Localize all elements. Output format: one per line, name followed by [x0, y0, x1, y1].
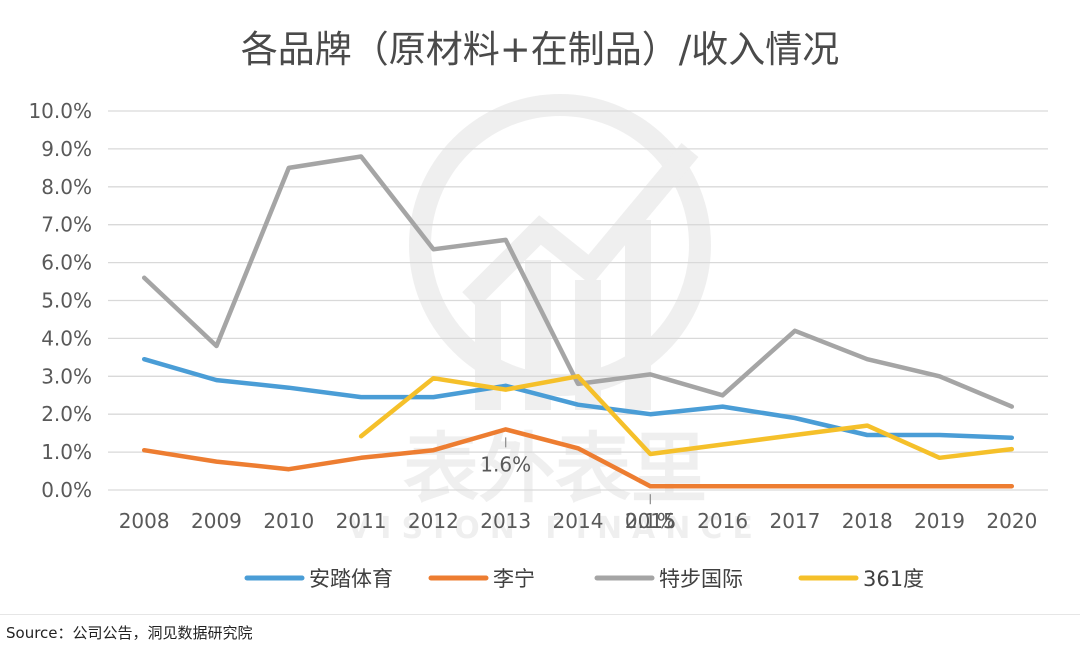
series-layer	[141, 154, 1015, 489]
x-tick-label: 2015	[625, 509, 676, 533]
legend-label: 安踏体育	[309, 567, 393, 591]
x-tick-label: 2014	[553, 509, 604, 533]
x-tick-label: 2008	[119, 509, 170, 533]
y-tick-label: 9.0%	[41, 137, 92, 161]
legend: 安踏体育 李宁 特步国际 361度	[244, 567, 924, 591]
x-tick-label: 2016	[697, 509, 748, 533]
y-tick-label: 5.0%	[41, 289, 92, 313]
legend-item: 李宁	[428, 567, 535, 591]
watermark-en: VISION FINANCE	[347, 511, 763, 546]
legend-item: 特步国际	[594, 567, 743, 591]
series-0	[141, 356, 1015, 440]
annotation-label: 0.1%	[625, 509, 676, 533]
chart-title: 各品牌（原材料+在制品）/收入情况	[241, 28, 839, 71]
source-note: Source：公司公告，洞见数据研究院	[6, 624, 253, 642]
x-tick-label: 2013	[480, 509, 531, 533]
x-tick-label: 2010	[263, 509, 314, 533]
divider	[0, 614, 1080, 615]
x-tick-label: 2009	[191, 509, 242, 533]
x-axis: 2008 2009 2010 2011 2012 2013 2014 2015 2016 2017…	[119, 509, 1038, 533]
x-tick-label: 2019	[914, 509, 965, 533]
y-axis: 0.0% 1.0% 2.0% 3.0% 4.0% 5.0% 6.0% 7.0% 8.0% 9.0%…	[28, 99, 92, 502]
y-tick-label: 1.0%	[41, 440, 92, 464]
line-chart: 表外表里 VISION FINANCE 各品牌（原材料+在制品）/收入情况 0.…	[28, 28, 1048, 591]
x-tick-label: 2011	[336, 509, 387, 533]
grid	[108, 110, 1048, 491]
y-tick-label: 2.0%	[41, 402, 92, 426]
legend-label: 特步国际	[659, 567, 743, 591]
x-tick-label: 2020	[986, 509, 1037, 533]
y-tick-label: 6.0%	[41, 251, 92, 275]
y-tick-label: 10.0%	[28, 99, 92, 123]
watermark-logo	[409, 94, 711, 410]
series-3	[358, 374, 1015, 461]
legend-item: 361度	[798, 567, 924, 591]
y-tick-label: 4.0%	[41, 326, 92, 350]
y-tick-label: 8.0%	[41, 175, 92, 199]
legend-label: 李宁	[493, 567, 535, 591]
x-tick-label: 2012	[408, 509, 459, 533]
chart-frame: 表外表里 VISION FINANCE 各品牌（原材料+在制品）/收入情况 0.…	[28, 28, 1048, 591]
y-tick-label: 3.0%	[41, 364, 92, 388]
y-tick-label: 0.0%	[41, 478, 92, 502]
series-1	[141, 427, 1015, 489]
legend-label: 361度	[863, 567, 924, 591]
series-line	[358, 374, 1015, 461]
legend-item: 安踏体育	[244, 567, 393, 591]
watermark-cn: 表外表里	[403, 424, 707, 513]
series-2	[141, 154, 1015, 409]
x-tick-label: 2018	[842, 509, 893, 533]
x-tick-label: 2017	[769, 509, 820, 533]
annotations: 1.6% 0.1%	[480, 437, 676, 533]
annotation-label: 1.6%	[480, 452, 531, 476]
y-tick-label: 7.0%	[41, 213, 92, 237]
